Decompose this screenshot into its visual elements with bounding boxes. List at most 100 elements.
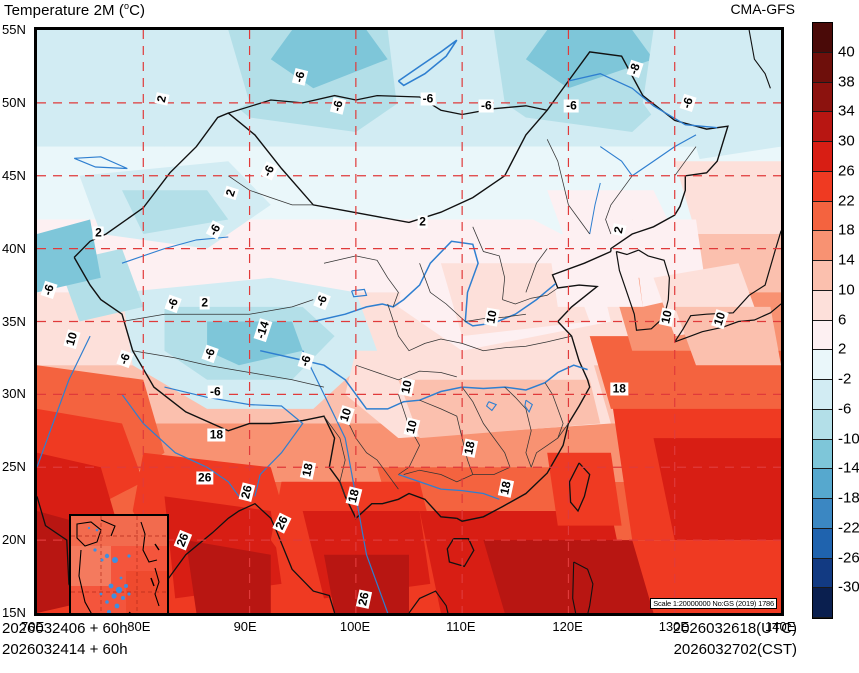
- inset-graphic: [71, 516, 167, 613]
- boundary-path: [408, 590, 449, 613]
- boundary-path: [73, 257, 457, 520]
- boundary-path: [228, 175, 314, 206]
- colorbar-cell: [813, 469, 832, 499]
- boundary-path: [674, 230, 781, 343]
- init-time-cst: 2026032414 + 60h: [2, 641, 128, 658]
- river-path: [351, 288, 368, 298]
- colorbar-tick-label: 18: [838, 221, 855, 239]
- colorbar-cell: [813, 112, 832, 142]
- colorbar-cell: [813, 528, 832, 559]
- boundary-path: [121, 299, 314, 322]
- colorbar-cell: [813, 439, 832, 470]
- boundary-path: [572, 561, 594, 613]
- boundary-path: [419, 263, 466, 322]
- boundary-path: [446, 538, 475, 568]
- colorbar-cell: [813, 350, 832, 380]
- temperature-band: [37, 219, 101, 293]
- boundary-path: [344, 416, 399, 490]
- south-china-sea-inset[interactable]: Scale 1:40000000: [69, 514, 169, 613]
- temperature-band: [547, 452, 622, 526]
- river-path: [485, 401, 498, 412]
- boundary-path: [398, 394, 421, 475]
- river-path: [397, 39, 458, 87]
- river-path: [524, 399, 533, 414]
- river-path: [73, 156, 128, 170]
- colorbar-tick-label: -30: [838, 578, 859, 596]
- valid-time-utc: 2026032618(UTC): [672, 620, 797, 637]
- longitude-tick-label: 110E: [446, 619, 476, 634]
- longitude-tick-label: 80E: [127, 619, 151, 634]
- colorbar-cell: [813, 558, 832, 589]
- boundary-path: [37, 496, 112, 613]
- contour-label: 18: [496, 477, 514, 498]
- colorbar-tick-label: 2: [838, 340, 847, 358]
- colorbar-cell: [813, 261, 832, 291]
- latitude-tick-label: 45N: [2, 167, 26, 183]
- river-path: [37, 335, 91, 469]
- colorbar-cell: [813, 320, 832, 351]
- temperature-band: [525, 30, 654, 89]
- boundary-path: [504, 386, 532, 468]
- contour-label: 18: [610, 381, 628, 396]
- contour-label: 2: [611, 223, 627, 237]
- colorbar-cell: [813, 231, 832, 261]
- latitude-tick-label: 15N: [2, 605, 26, 620]
- colorbar-cell: [813, 171, 832, 202]
- temperature-band: [642, 30, 781, 162]
- temperature-map[interactable]: Scale 1:40000000 Scale 1:20000000 No:GS …: [34, 27, 784, 616]
- boundary-path: [403, 466, 511, 483]
- colorbar[interactable]: [812, 22, 833, 619]
- longitude-tick-label: 130E: [658, 619, 690, 634]
- colorbar-cell: [813, 82, 832, 113]
- colorbar-cell: [813, 142, 832, 172]
- longitude-tick-label: 140E: [765, 619, 796, 634]
- valid-time-cst: 2026032702(CST): [673, 641, 797, 658]
- latitude-tick-label: 55N: [2, 22, 26, 37]
- temperature-band: [324, 554, 409, 613]
- river-path: [121, 394, 240, 497]
- temperature-band: [674, 161, 781, 234]
- model-label: CMA-GFS: [730, 1, 795, 17]
- map-canvas: [37, 30, 781, 613]
- contour-label: -6: [564, 98, 579, 113]
- contour-label: 26: [196, 470, 214, 485]
- title-text: Temperature 2M (: [4, 2, 124, 19]
- degree-symbol: o: [123, 1, 130, 11]
- longitude-tick-label: 100E: [339, 619, 371, 634]
- longitude-tick-label: 70E: [21, 619, 45, 634]
- boundary-path: [323, 255, 399, 308]
- init-time-utc: 2026032406 + 60h: [2, 620, 128, 637]
- boundary-path: [530, 423, 569, 468]
- colorbar-tick-label: 34: [838, 102, 855, 120]
- longitude-tick-label: 120E: [552, 619, 583, 634]
- river-path: [589, 182, 601, 235]
- contour-label: -6: [479, 98, 494, 113]
- temperature-band: [387, 30, 505, 118]
- colorbar-tick-label: -26: [838, 549, 859, 566]
- colorbar-cell: [813, 201, 832, 232]
- longitude-tick-label: 90E: [233, 619, 257, 634]
- colorbar-tick-label: -14: [838, 459, 859, 477]
- colorbar-cell: [813, 23, 832, 53]
- temperature-band: [653, 438, 781, 541]
- boundary-path: [73, 51, 729, 258]
- boundary-path: [546, 139, 591, 235]
- colorbar-tick-label: 30: [838, 132, 855, 150]
- colorbar-tick-label: 14: [838, 251, 855, 269]
- colorbar-tick-label: -10: [838, 430, 859, 447]
- boundary-path: [419, 399, 474, 475]
- contour-label: -6: [420, 91, 436, 106]
- colorbar-cell: [813, 499, 832, 529]
- temperature-band: [440, 263, 590, 337]
- colorbar-cell: [813, 290, 832, 321]
- title-unit-tail: C): [129, 2, 146, 19]
- colorbar-tick-label: 6: [838, 311, 847, 328]
- colorbar-tick-label: -2: [838, 370, 852, 388]
- contour-label: 18: [207, 427, 226, 442]
- boundary-path: [456, 250, 612, 522]
- colorbar-tick-label: -22: [838, 519, 859, 537]
- colorbar-tick-label: 22: [838, 192, 855, 209]
- colorbar-cell: [813, 52, 832, 83]
- contour-label: 10: [483, 307, 500, 327]
- boundary-path: [525, 248, 548, 293]
